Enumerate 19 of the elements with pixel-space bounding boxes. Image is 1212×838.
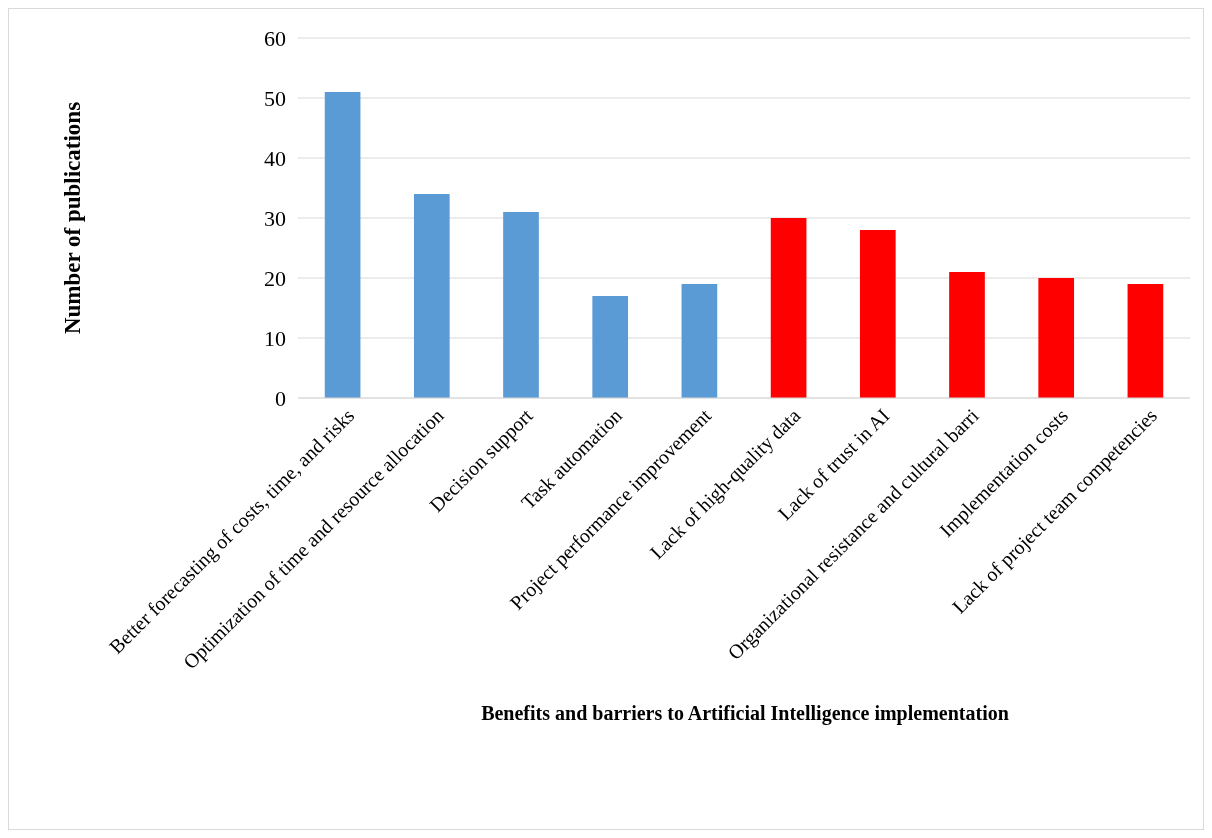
y-tick-label: 60 [264,25,286,51]
bar [1127,284,1164,398]
bar [1038,278,1075,398]
bar [503,212,539,398]
y-tick-label: 0 [275,385,286,411]
y-tick-label: 30 [264,205,286,231]
y-tick-label: 50 [264,85,286,111]
y-axis-title: Number of publications [60,101,85,335]
y-tick-label: 20 [264,265,286,291]
bar [681,284,718,398]
bar [324,92,361,398]
y-tick-label: 10 [264,325,286,351]
x-axis-title: Benefits and barriers to Artificial Intelligence implementation [481,702,1009,725]
bar [413,194,450,398]
bar [859,230,896,398]
bar [770,218,807,398]
bar [592,296,629,398]
y-tick-label: 40 [264,145,286,171]
bar [949,272,985,398]
